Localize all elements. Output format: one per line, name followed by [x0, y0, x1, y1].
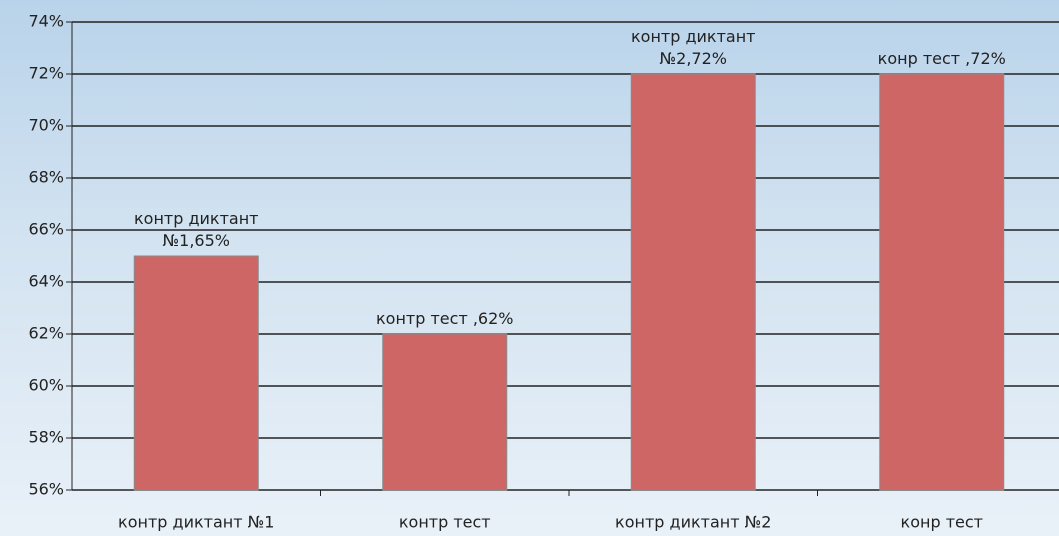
- y-tick-label: 66%: [28, 220, 64, 239]
- bar: [383, 334, 507, 490]
- y-tick-label: 56%: [28, 480, 64, 499]
- bar: [631, 74, 755, 490]
- x-tick-label: конр тест: [901, 513, 983, 532]
- data-label: контр диктант №2,72%: [603, 26, 783, 70]
- chart: 56% 58% 60% 62% 64% 66% 68% 70% 72% 74% контр дикт…: [0, 0, 1059, 536]
- y-tick-label: 60%: [28, 376, 64, 395]
- y-tick-label: 64%: [28, 272, 64, 291]
- bar: [134, 256, 258, 490]
- y-tick-label: 62%: [28, 324, 64, 343]
- data-label: конр тест ,72%: [852, 48, 1032, 70]
- data-label: контр тест ,62%: [355, 308, 535, 330]
- screen: 56% 58% 60% 62% 64% 66% 68% 70% 72% 74% контр дикт…: [0, 0, 1059, 536]
- y-tick-label: 72%: [28, 64, 64, 83]
- bar: [880, 74, 1004, 490]
- y-tick-label: 58%: [28, 428, 64, 447]
- y-tick-label: 70%: [28, 116, 64, 135]
- x-tick-label: контр диктант №1: [118, 513, 274, 532]
- x-tick-label: контр тест: [399, 513, 491, 532]
- y-tick-label: 68%: [28, 168, 64, 187]
- y-tick-label: 74%: [28, 12, 64, 31]
- data-label: контр диктант №1,65%: [106, 208, 286, 252]
- x-tick-label: контр диктант №2: [615, 513, 771, 532]
